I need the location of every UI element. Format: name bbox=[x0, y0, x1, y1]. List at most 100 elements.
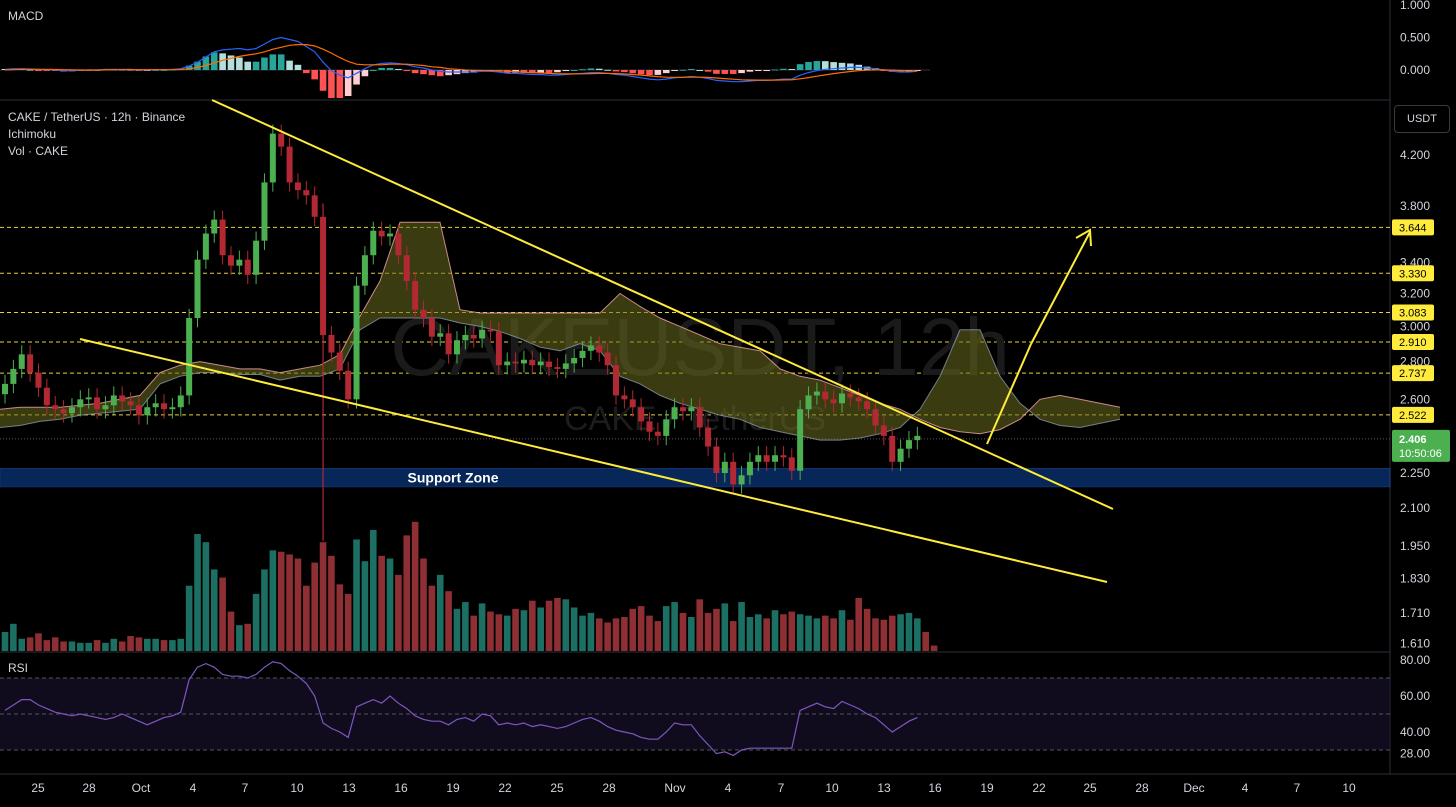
symbol-legend[interactable]: CAKE / TetherUS · 12h · Binance bbox=[8, 110, 186, 124]
rsi-tick-label: 60.00 bbox=[1400, 689, 1430, 703]
volume-bar bbox=[436, 574, 444, 651]
macd-histogram-bar bbox=[277, 54, 285, 70]
volume-bar bbox=[336, 584, 344, 651]
candle-body bbox=[68, 407, 75, 414]
macd-histogram-bar bbox=[595, 68, 603, 70]
price-tick-label: 2.800 bbox=[1400, 355, 1430, 369]
candle-body bbox=[705, 427, 712, 447]
price-tick-label: 3.000 bbox=[1400, 319, 1430, 333]
candle-body bbox=[370, 230, 377, 256]
signal-line bbox=[4, 44, 918, 81]
candle-body bbox=[671, 407, 678, 420]
volume-bar bbox=[872, 618, 879, 651]
candle-body bbox=[27, 354, 34, 373]
currency-button[interactable]: USDT bbox=[1394, 105, 1450, 133]
candle-body bbox=[520, 359, 527, 364]
macd-histogram-bar bbox=[395, 68, 402, 70]
time-tick-label: 7 bbox=[242, 781, 249, 795]
volume-bar bbox=[905, 612, 913, 651]
macd-histogram-bar bbox=[311, 70, 318, 80]
macd-histogram-bar bbox=[780, 68, 787, 70]
support-zone-label: Support Zone bbox=[408, 470, 499, 486]
candle-body bbox=[487, 329, 494, 332]
candle-body bbox=[236, 259, 243, 266]
candle-body bbox=[186, 318, 193, 396]
candle-body bbox=[144, 407, 151, 416]
volume-bar bbox=[110, 638, 118, 651]
candle-body bbox=[403, 255, 410, 281]
macd-tick-label: 0.000 bbox=[1400, 63, 1430, 77]
macd-histogram-bar bbox=[763, 70, 770, 71]
macd-histogram-bar bbox=[227, 55, 235, 70]
macd-histogram-bar bbox=[328, 70, 335, 99]
candle-body bbox=[613, 365, 620, 396]
volume-bar bbox=[721, 603, 729, 651]
candle-body bbox=[135, 405, 142, 416]
candle-body bbox=[336, 352, 343, 371]
candle-body bbox=[654, 431, 661, 436]
ichimoku-legend[interactable]: Ichimoku bbox=[8, 127, 57, 141]
volume-bar bbox=[755, 614, 762, 651]
candle-body bbox=[629, 399, 636, 408]
volume-bar bbox=[780, 614, 787, 651]
candle-body bbox=[387, 233, 394, 237]
candle-body bbox=[839, 393, 845, 404]
volume-bar bbox=[227, 611, 235, 651]
candle-body bbox=[914, 435, 921, 441]
macd-histogram-bar bbox=[688, 68, 695, 70]
candle-body bbox=[10, 368, 17, 384]
candle-body bbox=[161, 403, 168, 410]
volume-bar bbox=[788, 611, 796, 651]
time-tick-label: 19 bbox=[446, 781, 460, 795]
volume-bar bbox=[378, 555, 385, 651]
macd-histogram-bar bbox=[713, 70, 720, 74]
level-price-tag bbox=[1392, 265, 1434, 282]
macd-pane bbox=[0, 36, 930, 99]
macd-histogram-bar bbox=[353, 70, 360, 85]
volume-bar bbox=[688, 617, 695, 651]
macd-histogram-bar bbox=[520, 70, 528, 73]
time-tick-label: 16 bbox=[928, 781, 942, 795]
price-axis[interactable]: 4.2003.8003.4003.2003.0002.8002.6002.250… bbox=[1392, 0, 1450, 761]
time-tick-label: 28 bbox=[82, 781, 96, 795]
candle-body bbox=[880, 425, 887, 436]
macd-histogram-bar bbox=[654, 70, 662, 75]
volume-legend[interactable]: Vol · CAKE bbox=[8, 144, 69, 158]
macd-histogram-bar bbox=[303, 70, 310, 74]
macd-histogram-bar bbox=[194, 61, 201, 70]
candle-body bbox=[596, 345, 603, 353]
macd-histogram-bar bbox=[319, 70, 327, 91]
macd-histogram-bar bbox=[696, 70, 704, 71]
time-tick-label: 25 bbox=[1083, 781, 1097, 795]
trendlines[interactable] bbox=[79, 99, 1114, 583]
volume-bar bbox=[863, 608, 871, 651]
macd-histogram-bar bbox=[294, 64, 302, 70]
volume-bar bbox=[143, 638, 151, 651]
volume-bar bbox=[286, 554, 293, 651]
volume-bar bbox=[43, 640, 51, 651]
candle-body bbox=[420, 309, 427, 319]
macd-histogram-bar bbox=[261, 57, 268, 70]
macd-histogram-bar bbox=[411, 70, 419, 74]
volume-bar bbox=[562, 599, 570, 651]
candle-body bbox=[227, 255, 234, 266]
time-tick-label: Oct bbox=[132, 781, 151, 795]
price-tick-label: 1.610 bbox=[1400, 637, 1430, 651]
macd-histogram-bar bbox=[219, 53, 226, 70]
macd-tick-label: 1.000 bbox=[1400, 0, 1430, 12]
candle-body bbox=[102, 405, 109, 410]
macd-legend[interactable]: MACD bbox=[8, 9, 44, 23]
rsi-legend[interactable]: RSI bbox=[8, 661, 29, 675]
candle-body bbox=[579, 350, 586, 358]
candle-body bbox=[219, 219, 226, 256]
upper-trendline bbox=[211, 99, 1114, 510]
volume-bar bbox=[51, 637, 59, 651]
candle-body bbox=[512, 361, 519, 364]
candle-body bbox=[554, 367, 561, 369]
time-axis[interactable]: 25 28 Oct 4 7 10 13 16 19 22 25 28 Nov 4 7 10 13 16 19 22 25… bbox=[31, 781, 1356, 795]
candle-body bbox=[546, 361, 553, 368]
candle-body bbox=[60, 409, 67, 414]
volume-bar bbox=[210, 569, 218, 651]
price-tick-label: 2.250 bbox=[1400, 466, 1430, 480]
